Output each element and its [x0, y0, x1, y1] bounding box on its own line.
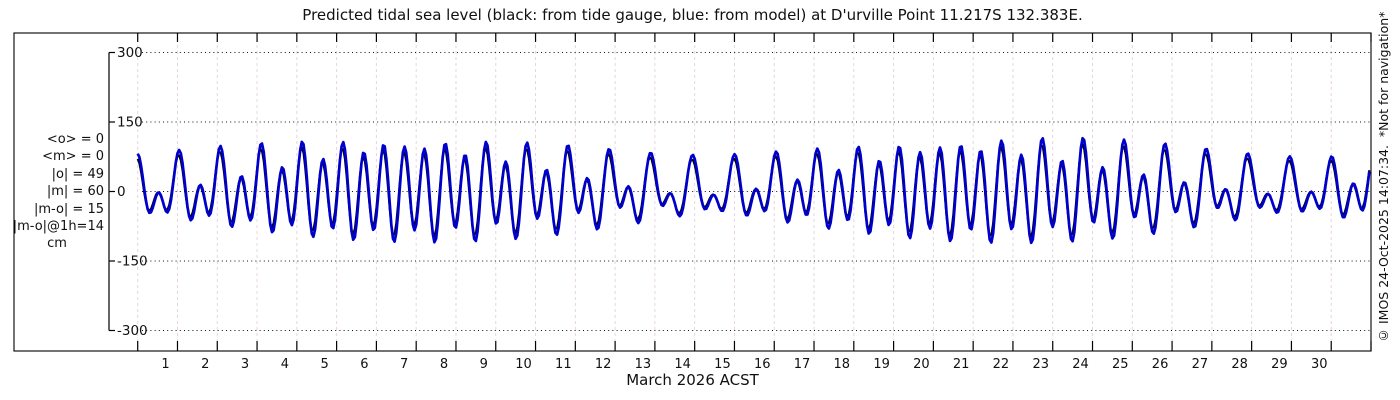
day-label: 9 — [480, 357, 488, 372]
copyright-watermark: © IMOS 24-Oct-2025 14:07:34. *Not for na… — [1376, 11, 1391, 343]
stat-abs-model: |m| = 60 — [46, 184, 104, 200]
chart-title: Predicted tidal sea level (black: from t… — [302, 6, 1083, 24]
y-axis-tick-label: 300 — [117, 45, 143, 61]
day-label: 28 — [1231, 357, 1248, 372]
y-axis-tick-label: 150 — [117, 115, 143, 131]
day-label: 20 — [913, 357, 930, 372]
day-label: 18 — [834, 357, 851, 372]
day-label: 4 — [281, 357, 289, 372]
stat-mean-obs: <o> = 0 — [46, 132, 104, 147]
day-label: 17 — [794, 357, 811, 372]
stat-abs-diff: |m-o| = 15 — [33, 201, 104, 217]
y-axis-tick-label: -150 — [117, 254, 148, 270]
day-label: 11 — [555, 357, 572, 372]
day-label: 24 — [1072, 357, 1089, 372]
stats-block: <o> = 0 <m> = 0 |o| = 49 |m| = 60 |m-o| … — [10, 131, 104, 253]
day-label: 16 — [754, 357, 771, 372]
day-label: 10 — [515, 357, 532, 372]
x-axis-label: March 2026 ACST — [626, 371, 759, 389]
day-label: 19 — [873, 357, 890, 372]
day-label: 13 — [635, 357, 652, 372]
stat-abs-obs: |o| = 49 — [51, 166, 104, 182]
day-label: 2 — [201, 357, 209, 372]
y-axis-tick-label: 0 — [117, 184, 126, 200]
day-label: 25 — [1112, 357, 1129, 372]
day-label: 3 — [241, 357, 249, 372]
day-label: 23 — [1032, 357, 1049, 372]
day-label: 5 — [320, 357, 328, 372]
day-label: 7 — [400, 357, 408, 372]
model-series — [136, 136, 1371, 245]
day-label: 27 — [1192, 357, 1209, 372]
day-label: 14 — [674, 357, 691, 372]
stat-abs-diff-1h: |m-o|@1h=14 — [12, 219, 104, 235]
day-label: 29 — [1271, 357, 1288, 372]
day-label: 22 — [993, 357, 1010, 372]
day-label: 26 — [1152, 357, 1169, 372]
day-label: 30 — [1311, 357, 1328, 372]
day-label: 15 — [714, 357, 731, 372]
day-label: 21 — [953, 357, 970, 372]
stat-mean-model: <m> = 0 — [42, 149, 104, 165]
plot-frame — [13, 32, 1372, 352]
day-label: 1 — [161, 357, 169, 372]
day-label: 6 — [360, 357, 368, 372]
y-axis-tick-label: -300 — [117, 323, 148, 339]
day-label: 8 — [440, 357, 448, 372]
stat-unit: cm — [47, 236, 67, 252]
day-label: 12 — [595, 357, 612, 372]
